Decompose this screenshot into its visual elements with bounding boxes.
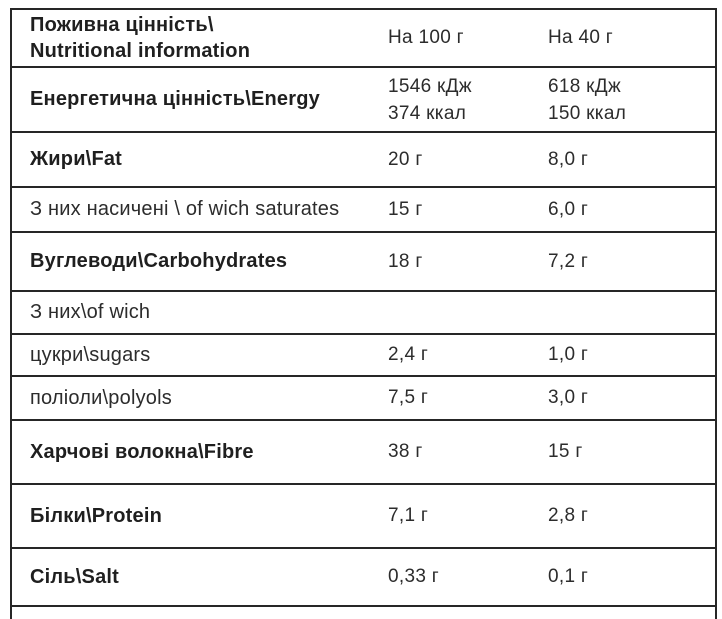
value-per-100g: 20 г — [388, 148, 423, 170]
header-title: Поживна цінність\ Nutritional informatio… — [30, 14, 251, 62]
header-col-per-40g: На 40 г — [548, 27, 614, 48]
value-per-40g: 1,0 г — [548, 344, 589, 365]
value-per-40g: 6,0 г — [548, 198, 589, 220]
value-per-40g: 3,0 г — [548, 387, 589, 408]
nutrient-label: Вуглеводи\Carbohydrates — [30, 250, 288, 272]
nutrition-table: Поживна цінність\ Nutritional informatio… — [10, 8, 717, 619]
row-of-which: З них\of wich — [12, 292, 715, 335]
header-col-per-100g: На 100 г — [388, 27, 464, 48]
row-fat: Жири\Fat 20 г 8,0 г — [12, 133, 715, 188]
nutrient-label: Жири\Fat — [30, 148, 123, 170]
nutrient-label: З них\of wich — [30, 301, 151, 323]
nutrient-label: Білки\Protein — [30, 504, 162, 527]
value-per-100g: 7,5 г — [388, 387, 429, 408]
value-per-100g: 0,33 г — [388, 566, 439, 587]
value-per-100g: 7,1 г — [388, 505, 429, 526]
row-energy: Енергетична цінність\Energy 1546 кДж 374… — [12, 68, 715, 133]
value-per-100g: 2,4 г — [388, 344, 429, 365]
value-per-100g: 15 г — [388, 198, 423, 220]
row-saturates: З них насичені \ of wich saturates 15 г … — [12, 188, 715, 233]
row-polyols: поліоли\polyols 7,5 г 3,0 г — [12, 377, 715, 421]
value-per-40g: 8,0 г — [548, 148, 589, 170]
nutrient-label: Сіль\Salt — [30, 565, 120, 588]
nutrient-label: цукри\sugars — [30, 343, 151, 366]
row-fibre: Харчові волокна\Fibre 38 г 15 г — [12, 421, 715, 485]
value-per-40g: 2,8 г — [548, 505, 589, 526]
nutrient-label: З них насичені \ of wich saturates — [30, 198, 340, 220]
row-sugars: цукри\sugars 2,4 г 1,0 г — [12, 335, 715, 377]
nutrient-label: поліоли\polyols — [30, 386, 172, 409]
value-per-100g: 1546 кДж 374 ккал — [388, 75, 472, 124]
nutrient-label: Харчові волокна\Fibre — [30, 440, 254, 463]
row-salt: Сіль\Salt 0,33 г 0,1 г — [12, 549, 715, 607]
value-per-40g: 15 г — [548, 441, 583, 462]
value-per-40g: 0,1 г — [548, 566, 589, 587]
row-protein: Білки\Protein 7,1 г 2,8 г — [12, 485, 715, 549]
value-per-40g: 618 кДж 150 ккал — [548, 75, 627, 124]
value-per-100g: 18 г — [388, 250, 423, 272]
table-header-row: Поживна цінність\ Nutritional informatio… — [12, 10, 715, 68]
nutrient-label: Енергетична цінність\Energy — [30, 88, 320, 110]
value-per-40g: 7,2 г — [548, 250, 589, 272]
value-per-100g: 38 г — [388, 441, 423, 462]
row-carbohydrates: Вуглеводи\Carbohydrates 18 г 7,2 г — [12, 233, 715, 292]
